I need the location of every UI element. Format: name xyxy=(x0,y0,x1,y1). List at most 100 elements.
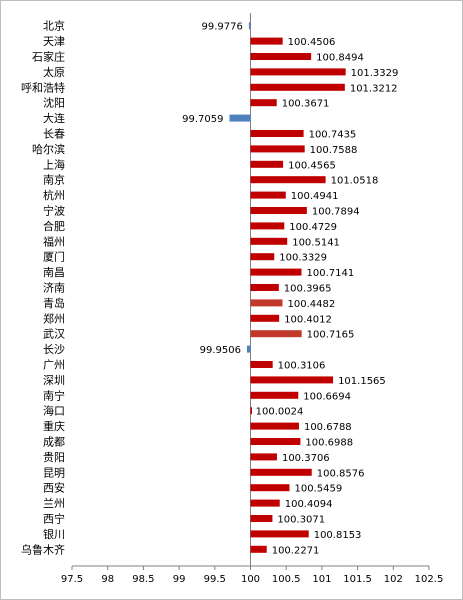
x-tick-label: 98.5 xyxy=(132,574,154,585)
bar xyxy=(250,237,288,245)
bar xyxy=(250,160,284,168)
value-label: 100.8576 xyxy=(317,468,365,479)
value-label: 101.0518 xyxy=(331,176,379,187)
value-label: 100.7894 xyxy=(312,207,360,218)
bar xyxy=(248,22,251,30)
x-tick-label: 102.5 xyxy=(415,574,444,585)
bar xyxy=(250,407,252,415)
category-label: 郑州 xyxy=(43,311,65,325)
value-label: 100.8153 xyxy=(314,530,362,541)
category-label: 南昌 xyxy=(43,266,65,279)
category-label: 兰州 xyxy=(43,497,65,510)
value-label: 100.3106 xyxy=(278,361,326,372)
bar xyxy=(250,499,280,507)
value-label: 100.6788 xyxy=(304,422,352,433)
value-label: 100.3706 xyxy=(282,453,330,464)
x-tick-label: 101 xyxy=(312,574,331,585)
category-label: 福州 xyxy=(43,234,65,248)
value-label: 100.4482 xyxy=(288,299,336,310)
category-label: 银川 xyxy=(43,527,65,541)
value-label: 101.3212 xyxy=(350,83,398,94)
value-label: 100.4941 xyxy=(291,191,339,202)
category-label: 上海 xyxy=(43,157,65,171)
category-label: 武汉 xyxy=(43,328,65,341)
category-label: 天津 xyxy=(43,35,65,48)
bar xyxy=(250,222,285,230)
category-label: 青岛 xyxy=(43,296,65,310)
value-label: 100.3671 xyxy=(282,99,330,110)
value-label: 100.4565 xyxy=(288,160,336,171)
category-label: 西宁 xyxy=(43,512,65,526)
x-tick-label: 98 xyxy=(101,574,114,585)
value-label: 100.2271 xyxy=(272,545,320,556)
value-label: 100.3965 xyxy=(284,284,332,295)
value-label: 100.3329 xyxy=(279,253,327,264)
category-label: 西安 xyxy=(43,481,65,495)
category-label: 深圳 xyxy=(43,374,65,387)
bar xyxy=(250,468,312,476)
bar xyxy=(250,545,267,553)
category-label: 长沙 xyxy=(43,343,65,356)
bar xyxy=(250,176,326,184)
bar xyxy=(250,438,301,445)
bar xyxy=(250,83,345,91)
x-tick-label: 102 xyxy=(384,574,403,585)
category-label: 北京 xyxy=(43,19,65,33)
value-label: 101.3329 xyxy=(351,68,399,79)
value-label: 100.7435 xyxy=(309,130,357,141)
value-label: 100.0024 xyxy=(256,407,304,418)
x-tick-label: 99 xyxy=(173,574,186,585)
x-tick-label: 100.5 xyxy=(272,574,301,585)
bar xyxy=(250,530,309,538)
value-label: 100.4729 xyxy=(289,222,337,233)
value-label: 100.4094 xyxy=(285,499,333,510)
category-label: 成都 xyxy=(43,436,65,449)
value-label: 100.6694 xyxy=(303,391,351,402)
category-label: 宁波 xyxy=(43,204,65,218)
bar xyxy=(250,422,299,430)
category-label: 广州 xyxy=(43,359,65,372)
bar xyxy=(250,314,280,322)
category-label: 济南 xyxy=(43,281,65,295)
value-label: 100.8494 xyxy=(316,53,364,64)
bar xyxy=(250,299,283,307)
value-label: 100.7165 xyxy=(307,330,355,341)
bar xyxy=(250,53,312,60)
category-label: 海口 xyxy=(43,404,65,418)
category-label: 南京 xyxy=(43,173,65,187)
category-label: 南宁 xyxy=(43,388,65,402)
category-label: 长春 xyxy=(43,128,65,141)
bar xyxy=(250,145,305,153)
bar xyxy=(250,376,334,384)
value-label: 99.9506 xyxy=(200,345,241,356)
value-label: 100.7141 xyxy=(306,268,354,279)
value-label: 100.5459 xyxy=(294,484,342,495)
value-label: 101.1565 xyxy=(338,376,386,387)
category-label: 合肥 xyxy=(43,219,65,233)
value-label: 100.5141 xyxy=(292,237,340,248)
category-label: 呼和浩特 xyxy=(21,80,65,94)
bar xyxy=(250,99,277,107)
bar xyxy=(250,391,299,399)
bar xyxy=(250,361,273,368)
bar xyxy=(250,37,283,45)
bar xyxy=(250,330,302,338)
bar xyxy=(246,345,251,353)
category-label: 厦门 xyxy=(43,250,65,264)
category-label: 太原 xyxy=(43,66,65,79)
value-label: 100.4506 xyxy=(288,37,336,48)
bar xyxy=(229,114,251,122)
x-tick-label: 101.5 xyxy=(343,574,372,585)
category-label: 昆明 xyxy=(43,466,65,479)
value-label: 100.7588 xyxy=(310,145,358,156)
category-label: 重庆 xyxy=(43,419,65,433)
bar xyxy=(250,130,304,137)
value-label: 100.4012 xyxy=(284,314,332,325)
x-tick-label: 100 xyxy=(241,574,260,585)
bar xyxy=(250,453,277,461)
bar xyxy=(250,253,275,261)
category-label: 贵阳 xyxy=(43,451,65,464)
bar xyxy=(250,191,286,199)
